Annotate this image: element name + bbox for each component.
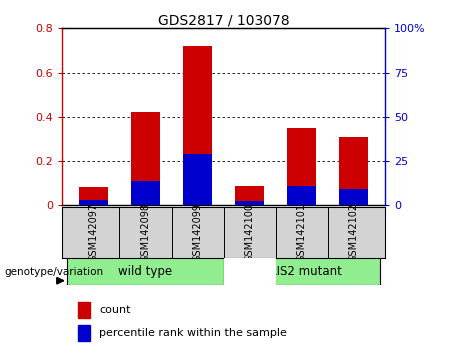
Text: GSM142100: GSM142100: [245, 203, 254, 262]
Text: GSM142102: GSM142102: [349, 203, 359, 262]
Text: GSM142099: GSM142099: [193, 203, 202, 262]
Bar: [79, 200, 108, 205]
Bar: [79, 187, 108, 205]
Bar: [287, 186, 316, 205]
Bar: [131, 113, 160, 205]
Text: genotype/variation: genotype/variation: [5, 267, 104, 277]
Bar: [235, 186, 264, 205]
Text: count: count: [100, 305, 131, 315]
Bar: [78, 302, 89, 318]
Text: GSM142097: GSM142097: [89, 203, 99, 262]
Text: wild type: wild type: [118, 265, 172, 278]
Bar: [78, 325, 89, 341]
Bar: [235, 201, 264, 205]
Bar: [183, 46, 212, 205]
Text: GSM142098: GSM142098: [141, 203, 150, 262]
Bar: [183, 154, 212, 205]
Bar: [224, 258, 276, 285]
Bar: [67, 258, 224, 285]
Text: percentile rank within the sample: percentile rank within the sample: [100, 328, 287, 338]
Bar: [287, 128, 316, 205]
Bar: [131, 181, 160, 205]
Text: GSM142101: GSM142101: [297, 203, 307, 262]
Bar: [224, 258, 380, 285]
Bar: [339, 189, 368, 205]
Bar: [339, 137, 368, 205]
Title: GDS2817 / 103078: GDS2817 / 103078: [158, 13, 290, 27]
Text: GLIS2 mutant: GLIS2 mutant: [261, 265, 342, 278]
